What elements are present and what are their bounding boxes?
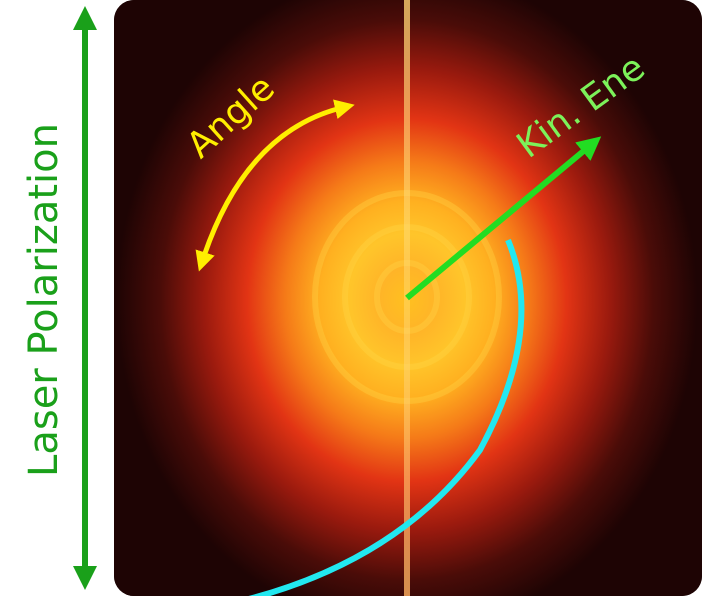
polarization-label: Laser Polarization [21, 123, 67, 477]
figure: Laser Polarization Angle Kin. Ene [0, 0, 702, 596]
page: {"labels": {"polarization": "Laser Polar… [0, 0, 702, 596]
